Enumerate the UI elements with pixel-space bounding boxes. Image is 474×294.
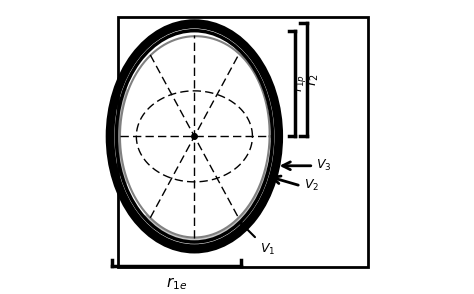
- Text: $V_1$: $V_1$: [260, 242, 275, 257]
- Text: $r_{1p}$: $r_{1p}$: [292, 75, 309, 92]
- FancyBboxPatch shape: [118, 17, 368, 267]
- Text: $r_2$: $r_2$: [305, 73, 320, 86]
- Polygon shape: [146, 168, 268, 241]
- Polygon shape: [118, 89, 128, 184]
- Text: $r_{1e}$: $r_{1e}$: [166, 275, 187, 292]
- Text: $V_3$: $V_3$: [317, 158, 332, 173]
- Text: $V_2$: $V_2$: [304, 178, 319, 193]
